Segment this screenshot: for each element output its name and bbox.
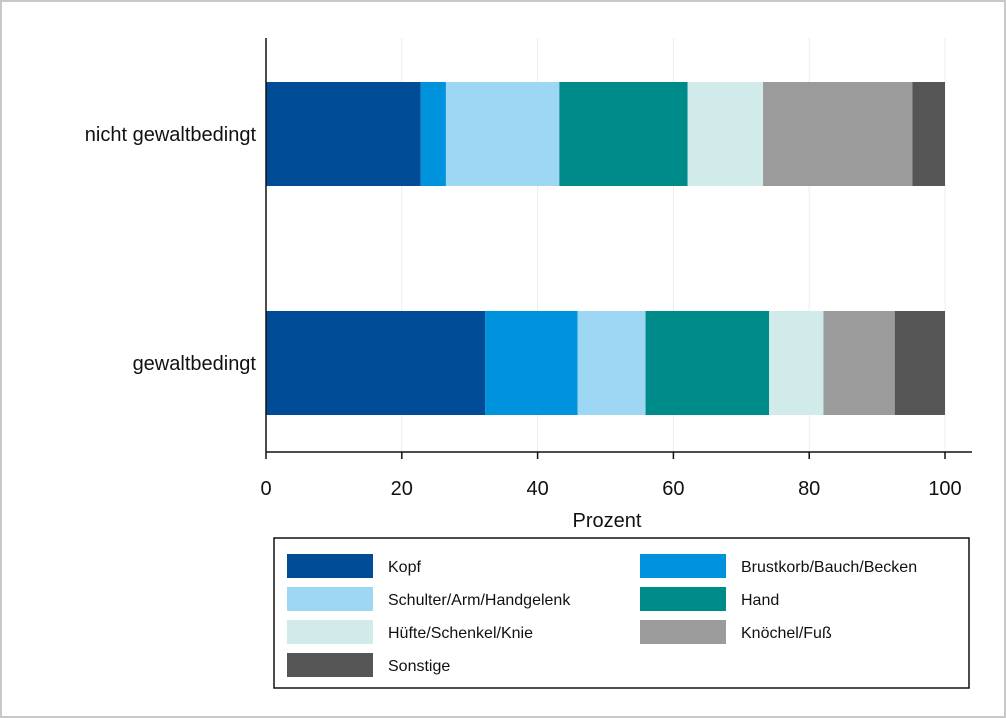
bar-segment	[823, 311, 895, 415]
bar-segment	[420, 82, 446, 186]
bar-segment	[645, 311, 770, 415]
legend: Kopf Brustkorb/Bauch/Becken Schulter/Arm/H…	[273, 537, 970, 689]
y-tick-label: nicht gewaltbedingt	[85, 124, 257, 146]
legend-label: Hüfte/Schenkel/Knie	[388, 625, 533, 642]
legend-swatch	[287, 587, 373, 611]
x-tick-label: 0	[260, 478, 271, 500]
y-tick-label: gewaltbedingt	[133, 353, 257, 375]
legend-label: Brustkorb/Bauch/Becken	[741, 559, 917, 576]
x-axis-title: Prozent	[573, 510, 642, 532]
x-tick-label: 100	[928, 478, 961, 500]
bar-segment	[559, 82, 688, 186]
bar-segment	[687, 82, 764, 186]
bar-segment	[894, 311, 945, 415]
legend-box	[273, 537, 970, 689]
bar-segment	[266, 82, 421, 186]
legend-label: Schulter/Arm/Handgelenk	[388, 592, 571, 609]
bar-segment	[769, 311, 824, 415]
axes	[265, 38, 972, 459]
bar-segment	[445, 82, 560, 186]
legend-swatch	[640, 554, 726, 578]
legend-swatch	[640, 620, 726, 644]
bars	[266, 82, 945, 415]
legend-swatch	[287, 554, 373, 578]
legend-label: Kopf	[388, 559, 421, 576]
bar-segment	[912, 82, 945, 186]
bar-segment	[577, 311, 646, 415]
bar-segment	[763, 82, 913, 186]
x-tick-label: 80	[798, 478, 820, 500]
labels: nicht gewaltbedingt gewaltbedingt 0 20 40 60 8…	[85, 124, 962, 500]
legend-swatch	[287, 620, 373, 644]
x-tick-label: 20	[391, 478, 413, 500]
legend-label: Hand	[741, 592, 779, 609]
legend-label: Knöchel/Fuß	[741, 625, 832, 642]
legend-swatch	[287, 653, 373, 677]
x-tick-label: 40	[526, 478, 548, 500]
legend-label: Sonstige	[388, 658, 450, 675]
legend-swatch	[640, 587, 726, 611]
bar-segment	[266, 311, 486, 415]
x-tick-label: 60	[662, 478, 684, 500]
bar-segment	[485, 311, 578, 415]
